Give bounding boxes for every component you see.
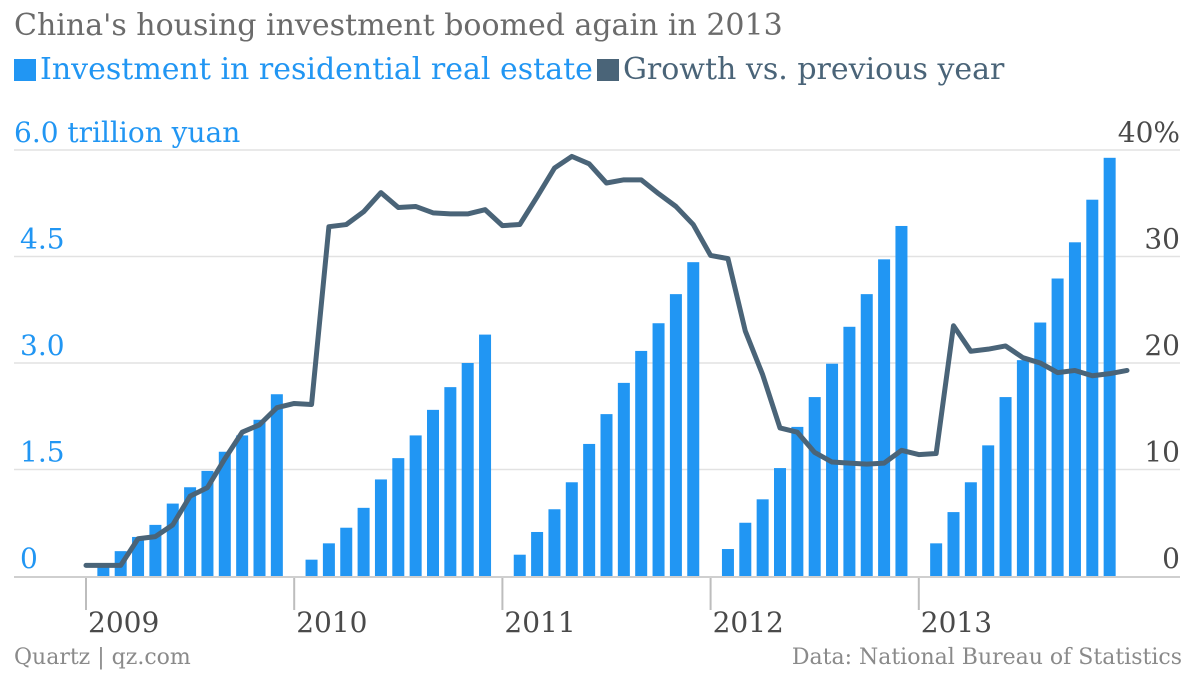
bar [218, 451, 231, 576]
bar [721, 549, 734, 576]
bar [1103, 157, 1116, 576]
bar [756, 499, 769, 576]
y-right-tick-label: 20 [1144, 329, 1180, 362]
y-left-tick-label: 3.0 [20, 329, 65, 362]
legend-swatch-growth [596, 58, 619, 81]
bar [305, 559, 318, 576]
bar [236, 435, 249, 576]
bar [791, 426, 804, 576]
bar [583, 443, 596, 576]
bar [808, 397, 821, 576]
bar [253, 419, 266, 576]
bar [184, 487, 197, 576]
bar [1086, 199, 1099, 576]
y-right-tick-label: 40% [1118, 116, 1180, 149]
bar [392, 458, 405, 576]
y-right-tick-label: 10 [1144, 436, 1180, 469]
bar [895, 225, 908, 576]
bar [617, 382, 630, 576]
bar [427, 409, 439, 576]
bar [340, 527, 353, 576]
bar [322, 543, 335, 576]
footer-source-right: Data: National Bureau of Statistics [791, 645, 1182, 670]
bar [878, 259, 891, 576]
bar [1016, 360, 1029, 576]
bar [548, 509, 561, 576]
bar [860, 294, 873, 576]
bar [652, 323, 665, 576]
footer-source-left: Quartz | qz.com [14, 645, 191, 670]
bar [444, 387, 457, 576]
legend-item-investment: Investment in residential real estate [14, 52, 593, 87]
bar [600, 414, 613, 576]
y-right-tick-label: 30 [1144, 223, 1180, 256]
x-tick-label: 2012 [713, 606, 784, 639]
bar [669, 294, 682, 576]
legend-label-growth: Growth vs. previous year [622, 52, 1005, 87]
bar [201, 470, 214, 576]
bar [97, 567, 110, 576]
bar [461, 363, 474, 576]
x-tick-label: 2010 [296, 606, 367, 639]
line-layer [83, 153, 1130, 568]
bar-layer [97, 157, 1116, 577]
y-left-tick-label: 1.5 [20, 436, 65, 469]
bar [826, 363, 839, 576]
y-right-tick-label: 0 [1162, 542, 1180, 575]
bar [999, 397, 1012, 576]
bar [687, 262, 700, 576]
bar [947, 512, 960, 576]
y-left-tick-label: 4.5 [20, 223, 65, 256]
x-tick-label: 2009 [88, 606, 159, 639]
legend: Investment in residential real estate Gr… [14, 52, 1008, 87]
x-tick-label: 2011 [504, 606, 575, 639]
bar [1068, 242, 1081, 577]
bar [409, 435, 422, 576]
bar [964, 482, 977, 576]
y-left-tick-label: 0 [20, 542, 38, 575]
bar [635, 350, 648, 576]
bar [374, 479, 387, 576]
bar [479, 334, 492, 576]
bar [930, 543, 943, 576]
bar [513, 554, 526, 576]
bar [739, 522, 752, 576]
bar [843, 326, 856, 576]
legend-swatch-investment [14, 58, 36, 81]
bar [982, 445, 995, 576]
bar [357, 507, 370, 576]
legend-item-growth: Growth vs. previous year [596, 52, 1005, 87]
bar [565, 482, 578, 576]
x-tick-label: 2013 [921, 606, 992, 639]
chart-title: China's housing investment boomed again … [14, 8, 783, 43]
bar [1051, 278, 1064, 576]
bar [1034, 322, 1047, 576]
bar [270, 394, 283, 576]
axis-layer: 0 1.5 3.0 4.5 6.0 trillion yuan 0 10 20 30 40% 200… [14, 116, 1180, 639]
legend-label-investment: Investment in residential real estate [40, 52, 593, 87]
bar [774, 468, 786, 576]
y-left-axis-label: 6.0 trillion yuan [14, 116, 240, 149]
bar [531, 531, 544, 576]
